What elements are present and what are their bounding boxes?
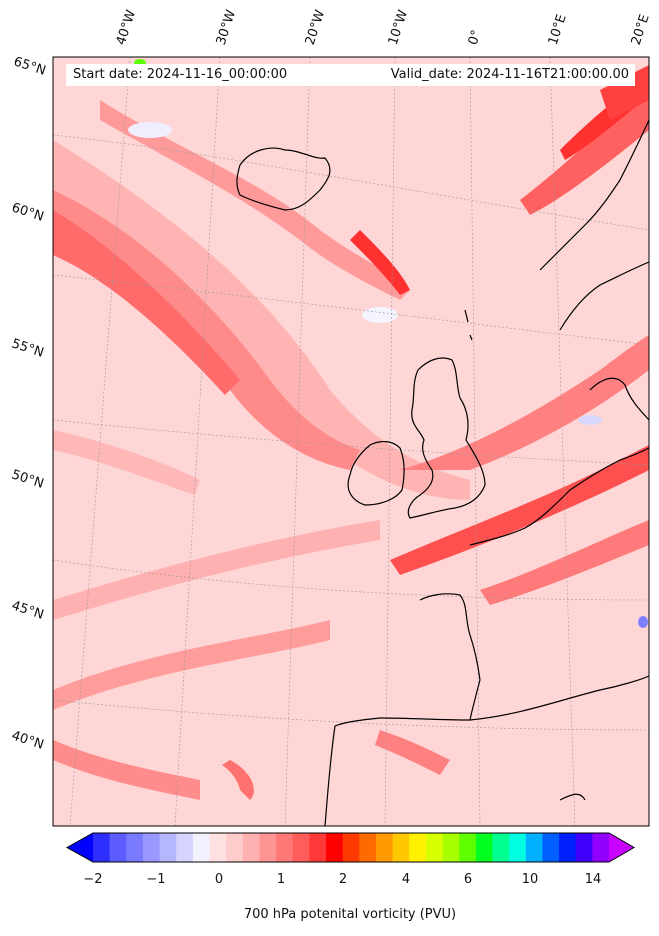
colorbar-swatch — [559, 833, 577, 862]
colorbar-extend-min — [67, 833, 93, 862]
colorbar — [65, 832, 635, 863]
colorbar-swatch — [259, 833, 277, 862]
colorbar-swatch — [492, 833, 510, 862]
colorbar-swatch — [242, 833, 260, 862]
colorbar-swatch — [592, 833, 610, 862]
colorbar-tick: 14 — [584, 872, 602, 887]
colorbar-swatch — [326, 833, 344, 862]
colorbar-tick: 0 — [214, 872, 224, 887]
colorbar-swatch — [542, 833, 560, 862]
colorbar-swatch — [392, 833, 410, 862]
valid-date-label: Valid_date: 2024-11-16T21:00:00.00 — [390, 67, 629, 82]
colorbar-extend-max — [609, 833, 634, 862]
colorbar-swatch — [126, 833, 144, 862]
colorbar-swatch — [192, 833, 211, 862]
colorbar-swatch — [142, 833, 161, 862]
colorbar-swatch — [276, 833, 294, 862]
colorbar-swatch — [509, 833, 527, 862]
colorbar-swatch — [442, 833, 460, 862]
title-box: Start date: 2024-11-16_00:00:00 Valid_da… — [66, 64, 635, 86]
colorbar-swatch — [525, 833, 543, 862]
pv-field — [53, 57, 649, 826]
colorbar-swatch — [109, 833, 127, 862]
colorbar-swatch — [342, 833, 360, 862]
colorbar-swatch — [475, 833, 493, 862]
colorbar-tick: −1 — [146, 872, 166, 887]
colorbar-tick: 2 — [338, 872, 348, 887]
colorbar-swatch — [226, 833, 244, 862]
colorbar-swatch — [359, 833, 377, 862]
colorbar-tick: 10 — [521, 872, 539, 887]
colorbar-tick: 4 — [401, 872, 411, 887]
colorbar-swatch — [409, 833, 427, 862]
colorbar-tick: 1 — [276, 872, 286, 887]
coastlines — [236, 119, 649, 826]
colorbar-swatch — [159, 833, 177, 862]
colorbar-swatch — [425, 833, 444, 862]
colorbar-swatch — [459, 833, 477, 862]
colorbar-swatch — [292, 833, 310, 862]
map-frame — [52, 56, 650, 827]
colorbar-outline — [65, 832, 635, 863]
colorbar-swatch — [93, 833, 111, 862]
colorbar-swatch — [575, 833, 593, 862]
colorbar-swatch — [209, 833, 227, 862]
colorbar-tick: 6 — [463, 872, 473, 887]
colorbar-swatch — [309, 833, 327, 862]
colorbar-swatch — [375, 833, 394, 862]
colorbar-label: 700 hPa potenital vorticity (PVU) — [243, 907, 457, 922]
colorbar-tick: −2 — [83, 872, 103, 887]
start-date-label: Start date: 2024-11-16_00:00:00 — [73, 67, 288, 82]
colorbar-swatch — [176, 833, 194, 862]
